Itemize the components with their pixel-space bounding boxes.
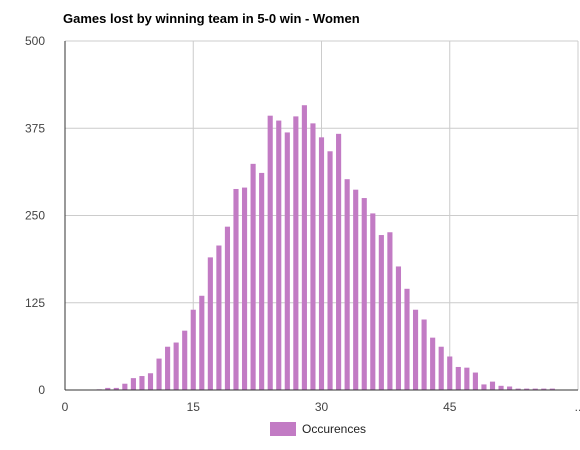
bar: [301, 105, 307, 390]
bar: [284, 132, 290, 391]
bar: [353, 189, 359, 390]
bar: [421, 319, 427, 390]
x-tick-label: 0: [62, 400, 69, 414]
bar: [267, 115, 273, 390]
bar: [549, 388, 555, 390]
bar: [515, 388, 521, 390]
y-tick-label: 125: [25, 296, 45, 310]
bar: [336, 133, 342, 391]
x-tick-label: 45: [443, 400, 457, 414]
bar: [498, 385, 504, 390]
bar: [412, 309, 419, 390]
bar: [241, 187, 248, 390]
bar: [387, 232, 393, 390]
bar: [130, 378, 136, 390]
bar: [139, 376, 145, 390]
x-tick-label: 15: [187, 400, 201, 414]
x-tick-label: 30: [315, 400, 329, 414]
bars: [96, 105, 555, 391]
legend-label: Occurences: [302, 422, 367, 436]
axes: [64, 41, 578, 391]
bar: [541, 388, 547, 390]
bar: [233, 188, 239, 390]
bar: [250, 163, 256, 390]
bar: [507, 386, 513, 390]
bar: [361, 198, 367, 390]
bar: [455, 366, 461, 390]
bar: [147, 373, 154, 390]
bar: [378, 235, 384, 390]
bar: [532, 388, 538, 390]
bar: [165, 346, 171, 390]
bar: [447, 356, 453, 390]
bar: [259, 172, 265, 390]
bar: [524, 388, 530, 390]
bar: [430, 337, 436, 390]
bar: [190, 309, 196, 390]
bar: [207, 257, 213, 390]
legend-swatch: [270, 422, 296, 436]
bar: [276, 120, 282, 391]
bar: [395, 266, 402, 390]
bar: [182, 330, 188, 390]
bar: [404, 288, 410, 390]
chart-title: Games lost by winning team in 5-0 win - …: [63, 11, 360, 26]
bar: [327, 151, 333, 390]
bar: [489, 381, 496, 390]
bar: [113, 387, 119, 390]
bar: [481, 384, 487, 390]
bar: [318, 137, 325, 390]
bar: [156, 358, 162, 390]
bar: [216, 245, 222, 390]
bar: [293, 116, 299, 390]
bar: [310, 123, 316, 390]
y-tick-label: 375: [25, 121, 45, 135]
bar: [199, 295, 205, 390]
bar: [344, 179, 350, 390]
x-tick-label: ..: [575, 400, 580, 414]
bar: [122, 383, 128, 390]
legend[interactable]: Occurences: [270, 422, 366, 436]
bar: [224, 226, 231, 390]
tick-labels: 0 125 250 375 500 0 15 30 45..: [25, 34, 580, 414]
y-tick-label: 250: [25, 209, 45, 223]
bar: [173, 342, 179, 390]
bar: [464, 367, 470, 390]
bar: [370, 213, 376, 390]
bar: [105, 387, 111, 390]
bar: [438, 346, 444, 390]
y-tick-label: 500: [25, 34, 45, 48]
bar: [472, 372, 478, 390]
y-tick-label: 0: [38, 383, 45, 397]
